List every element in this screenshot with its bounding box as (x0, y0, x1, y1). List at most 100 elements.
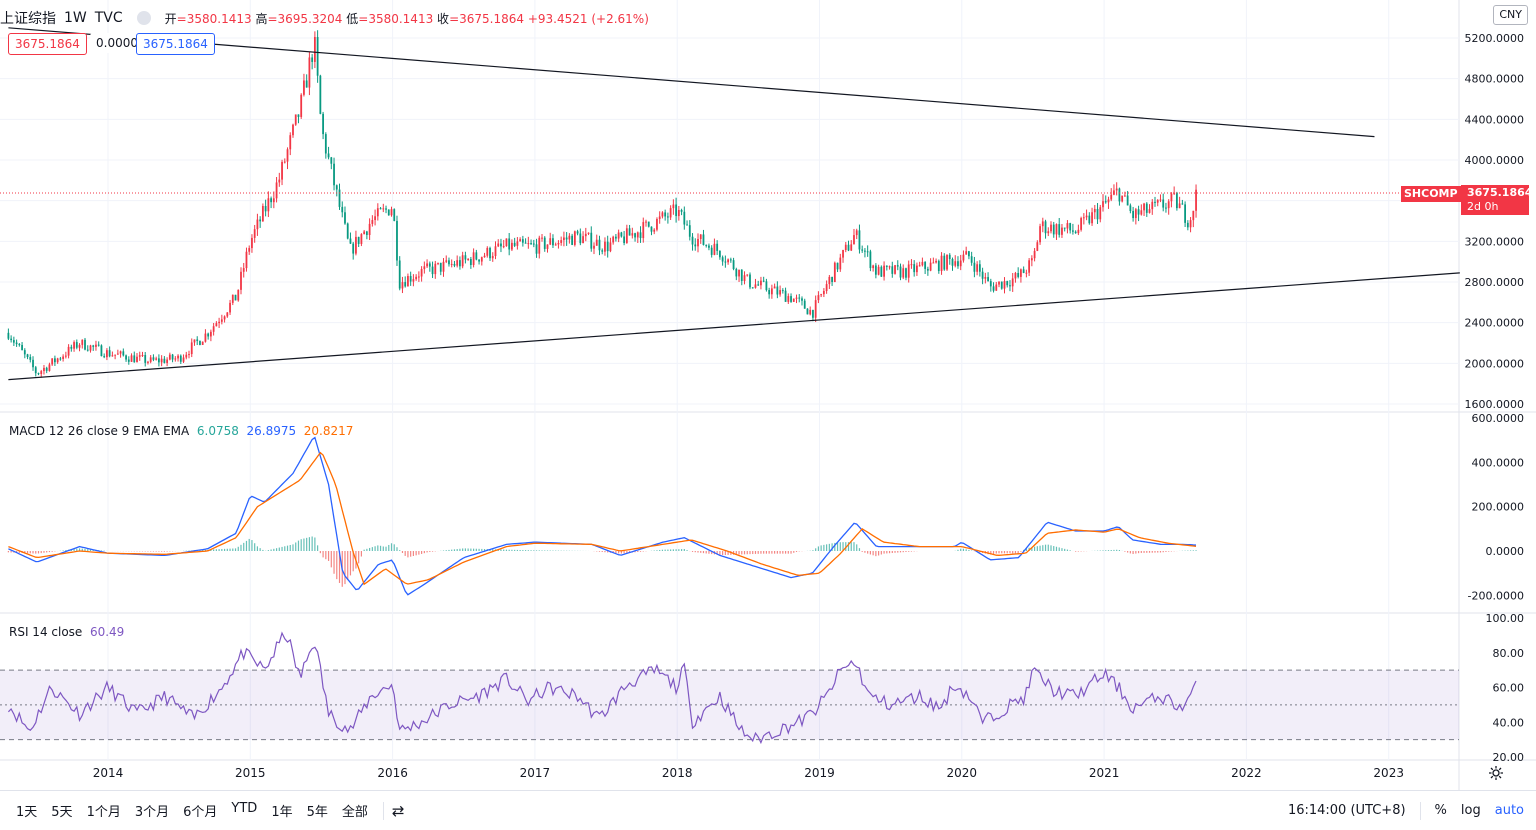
candle-body (234, 294, 237, 301)
candle-body (270, 198, 272, 203)
timeframe-7[interactable]: 5年 (306, 805, 328, 820)
timeframe-6[interactable]: 1年 (271, 805, 293, 820)
candle-body (754, 284, 757, 288)
candle-body (702, 234, 705, 245)
price-tick: 5200.0000 (1465, 32, 1525, 45)
timeframe-5[interactable]: YTD (231, 801, 258, 816)
candle-body (335, 185, 338, 190)
candle-body (916, 265, 918, 273)
candle-body (398, 260, 401, 289)
candle-body (910, 264, 913, 266)
candle-body (713, 243, 716, 255)
clock-time[interactable]: 16:14:00 (UTC+8) (1287, 803, 1406, 818)
candle-body (1148, 209, 1151, 213)
candle-body (486, 247, 489, 256)
candle-body (149, 357, 152, 362)
candle-body (133, 355, 136, 363)
candle-body (628, 228, 631, 236)
candle-body (70, 346, 73, 349)
log-scale-toggle[interactable]: log (1460, 803, 1481, 818)
more-options-icon[interactable] (136, 11, 151, 25)
candle-body (1099, 207, 1102, 220)
interval-label[interactable]: 1W (64, 10, 87, 26)
candle-body (855, 230, 858, 236)
candle-body (15, 342, 18, 345)
symbol-name[interactable]: 上证综指 (0, 11, 56, 27)
candle-body (365, 231, 368, 235)
candle-body (636, 232, 639, 238)
candle-body (770, 288, 773, 295)
macd-signal-value: 20.8217 (303, 424, 354, 438)
candle-body (1123, 195, 1126, 197)
candle-body (456, 260, 459, 266)
percent-scale-toggle[interactable]: % (1434, 803, 1447, 818)
candle-body (267, 198, 270, 212)
candle-body (664, 212, 667, 217)
timeframe-0[interactable]: 1天 (16, 805, 38, 820)
candle-body (872, 265, 875, 269)
chart-canvas[interactable]: 2014 2015 2016 2017 2018 2019 2020 2021 2022 2023… (0, 0, 1536, 790)
candle-body (346, 223, 349, 239)
candle-body (10, 338, 13, 341)
timeframe-2[interactable]: 1个月 (86, 805, 121, 820)
timeframe-8[interactable]: 全部 (341, 805, 368, 820)
macd-title: MACD 12 26 close 9 EMA EMA (9, 424, 190, 438)
candle-body (237, 289, 240, 301)
candle-body (563, 237, 565, 241)
candle-body (480, 257, 483, 262)
candle-body (78, 344, 81, 348)
candle-body (653, 229, 656, 232)
timeframe-3[interactable]: 3个月 (134, 805, 170, 820)
candle-body (442, 261, 445, 272)
candle-body (23, 350, 26, 355)
candle-body (699, 234, 702, 239)
candle-body (1121, 195, 1124, 202)
candle-body (1022, 269, 1025, 273)
candle-body (623, 236, 626, 244)
candle-body (1085, 215, 1088, 218)
currency-button[interactable]: CNY (1493, 5, 1528, 25)
macd-tick: 600.0000 (1472, 412, 1525, 425)
settings-gear-icon[interactable] (1488, 765, 1504, 781)
candle-body (554, 244, 557, 246)
candle-body (784, 290, 787, 302)
candle-body (1058, 224, 1061, 235)
candle-body (491, 256, 494, 259)
candle-body (552, 238, 554, 246)
ask-pill[interactable]: 3675.1864 (136, 33, 215, 55)
candle-body (100, 345, 103, 357)
candle-body (642, 222, 645, 239)
candle-body (918, 265, 921, 267)
auto-scale-toggle[interactable]: auto (1494, 803, 1524, 818)
candle-body (119, 351, 122, 354)
date-range-icon[interactable]: ⇄ (391, 801, 405, 820)
candle-body (1055, 224, 1058, 235)
rsi-tick: 60.00 (1493, 682, 1525, 695)
last-price-value: 3675.1864 (1467, 186, 1533, 199)
candle-body (459, 260, 461, 267)
candle-body (932, 262, 935, 264)
candle-body (801, 298, 803, 301)
candle-body (75, 342, 78, 348)
timeframe-1[interactable]: 5天 (51, 805, 73, 820)
rsi-value: 60.49 (89, 625, 125, 639)
bid-pill[interactable]: 3675.1864 (8, 33, 87, 55)
rsi-tick: 40.00 (1493, 716, 1525, 729)
timeframe-4[interactable]: 6个月 (183, 805, 218, 820)
candle-body (114, 354, 117, 356)
candle-body (521, 239, 524, 243)
candle-body (330, 157, 333, 164)
candle-body (248, 248, 251, 252)
candle-body (103, 356, 106, 358)
candle-body (355, 236, 357, 254)
candle-body (163, 358, 166, 363)
candle-body (519, 239, 522, 242)
candle-body (907, 264, 910, 278)
candle-body (957, 261, 959, 267)
candle-body (106, 350, 108, 358)
candle-body (1192, 210, 1195, 221)
high-value: =3695.3204 (267, 11, 343, 26)
low-label: 低 (346, 11, 359, 26)
candle-body (1159, 199, 1162, 201)
candle-body (445, 260, 448, 262)
